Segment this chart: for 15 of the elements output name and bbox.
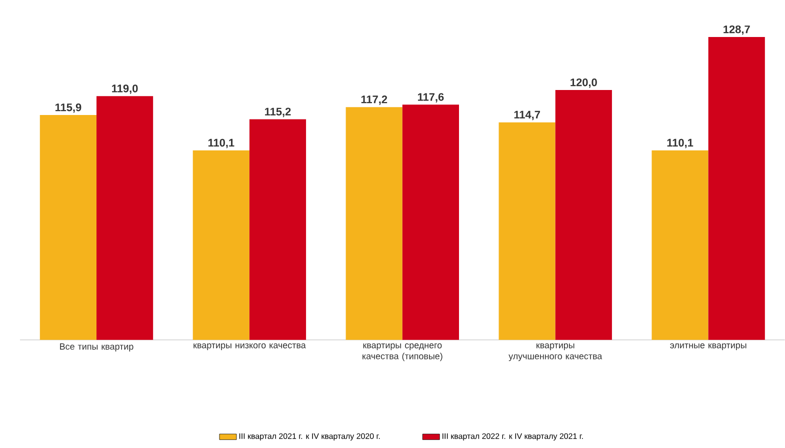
data-label: 114,7	[514, 110, 540, 120]
x-tick-label: квартиры среднего качества (типовые)	[362, 343, 442, 362]
data-label: 115,9	[55, 104, 82, 113]
data-label: 110,1	[667, 138, 694, 148]
x-tick-label: элитные квартиры	[670, 343, 746, 350]
data-label: 117,6	[418, 93, 444, 103]
data-label: 128,7	[724, 26, 750, 35]
data-label: 117,2	[361, 96, 388, 105]
x-tick-label: Все типы квартир	[60, 343, 134, 352]
x-tick-label: квартиры улучшенного качества	[508, 343, 602, 362]
data-label: 110,1	[208, 138, 234, 148]
data-label: 119,0	[112, 84, 138, 94]
x-tick-label: квартиры низкого качества	[194, 343, 306, 350]
data-label: 115,2	[265, 108, 291, 118]
data-label: 120,0	[570, 78, 597, 88]
